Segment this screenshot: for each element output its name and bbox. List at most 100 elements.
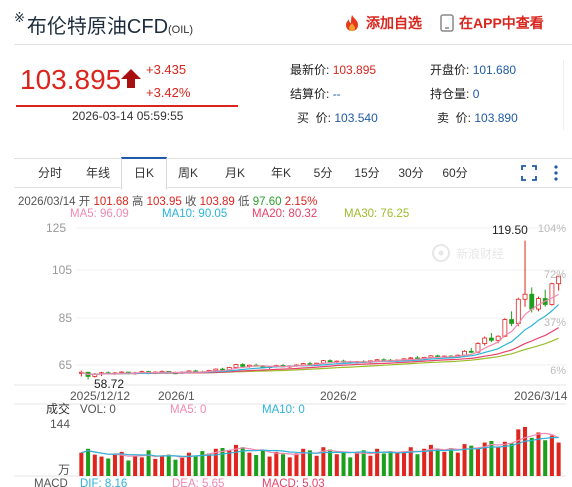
volume-bar <box>200 451 205 476</box>
open-price-value: 101.680 <box>472 63 517 77</box>
candle-body <box>468 350 474 353</box>
bid-price-field: 买 价: 103.540 <box>297 109 378 126</box>
volume-bar <box>348 457 353 476</box>
volume-bar <box>139 457 144 476</box>
tab-weekly-k[interactable]: 周K <box>177 166 198 180</box>
y-tick-125: 125 <box>46 221 66 235</box>
vol-ma10: MA10: 0 <box>262 404 305 416</box>
volume-bar <box>274 451 279 476</box>
ma20-legend: MA20: 80.32 <box>252 208 318 220</box>
ohlc-readout: 2026/03/14 开 101.68 高 103.95 收 103.89 低 … <box>18 193 317 209</box>
volume-bar <box>227 450 232 476</box>
tab-30min[interactable]: 30分 <box>398 166 424 180</box>
more-options-icon[interactable] <box>552 164 560 182</box>
volume-bar <box>247 452 252 476</box>
open-price-label: 开盘价: <box>430 63 470 77</box>
ask-price-field: 卖 价: 103.890 <box>437 109 518 126</box>
price-underline <box>16 105 238 107</box>
volume-bar <box>422 448 427 476</box>
vol-tick-top: 144 <box>50 417 70 431</box>
bid-price-value: 103.540 <box>334 111 378 125</box>
vol-ma5: MA5: 0 <box>170 404 206 416</box>
volume-bar <box>240 447 245 476</box>
volume-bar <box>415 454 420 476</box>
ma5-legend: MA5: 96.09 <box>70 208 129 220</box>
high-value: 103.95 <box>146 196 182 208</box>
vol-ma5-line <box>81 432 559 459</box>
asterisk-mark: ※ <box>14 10 25 25</box>
volume-bar <box>328 449 333 476</box>
latest-price-value: 103.895 <box>332 63 377 77</box>
open-interest-field: 持仓量: 0 <box>430 85 479 102</box>
volume-bar <box>207 453 212 476</box>
candle-body <box>233 364 239 368</box>
volume-bar <box>509 443 514 476</box>
volume-bar <box>402 451 407 476</box>
volume-section-label: 成交 <box>46 401 70 416</box>
volume-bar <box>321 447 326 476</box>
volume-bar <box>442 451 447 476</box>
add-favorite-button[interactable]: 添加自选 <box>342 13 422 33</box>
volume-bar <box>469 445 474 476</box>
candle-body <box>522 293 528 300</box>
x-tick-jan: 2026/1 <box>158 389 195 403</box>
tab-15min[interactable]: 15分 <box>354 166 380 180</box>
x-tick-mar14: 2026/3/14 <box>514 389 568 403</box>
volume-bar <box>395 452 400 476</box>
volume-bar <box>126 460 131 476</box>
fullscreen-icon[interactable] <box>520 164 538 182</box>
open-interest-value: 0 <box>472 87 480 101</box>
quote-panel-edge <box>563 60 572 130</box>
right-tick-37: 37% <box>544 317 566 329</box>
macd-dif: DIF: 8.16 <box>80 478 127 487</box>
open-value: 101.68 <box>93 196 129 208</box>
open-in-app-label: 在APP中查看 <box>459 15 544 31</box>
ma30-legend: MA30: 76.25 <box>344 208 410 220</box>
tab-60min[interactable]: 60分 <box>442 166 468 180</box>
instrument-code: (OIL) <box>168 24 194 36</box>
chart-grid <box>14 227 566 477</box>
volume-bar <box>455 452 460 476</box>
candle-body <box>556 275 562 285</box>
tab-daily-k[interactable]: 日K <box>121 157 167 190</box>
chart-period-tabs: 分时 年线 日K 周K 月K 年K 5分 15分 30分 60分 <box>14 157 572 190</box>
open-in-app-button[interactable]: 在APP中查看 <box>440 13 544 33</box>
volume-bar <box>193 455 198 476</box>
low-value: 97.60 <box>252 196 282 208</box>
instrument-name: 布伦特原油CFD <box>26 16 169 38</box>
volume-bar <box>213 448 218 476</box>
volume-bar <box>529 437 534 476</box>
candle-body <box>240 364 246 367</box>
volume-bar <box>119 451 124 476</box>
volume-bar <box>549 435 554 476</box>
ask-price-label: 卖 价: <box>437 111 472 125</box>
x-tick-feb: 2026/2 <box>320 389 357 403</box>
tab-yearly-k[interactable]: 年K <box>270 166 291 180</box>
volume-bar <box>186 452 191 476</box>
volume-bars <box>79 427 561 476</box>
volume-bar <box>449 448 454 476</box>
ohlc-date: 2026/03/14 <box>18 196 76 208</box>
y-tick-85: 85 <box>59 311 73 325</box>
volume-bar <box>388 451 393 476</box>
candle-body <box>509 319 515 324</box>
tab-monthly-k[interactable]: 月K <box>224 166 245 180</box>
tab-year-line[interactable]: 年线 <box>85 166 110 180</box>
candle-body <box>549 283 555 305</box>
price-change: +3.435 <box>146 62 187 77</box>
volume-bar <box>368 455 373 476</box>
tab-intraday[interactable]: 分时 <box>37 166 62 180</box>
open-interest-label: 持仓量: <box>430 87 470 101</box>
low-label: 低 <box>238 196 250 208</box>
quote-timestamp: 2026-03-14 05:59:55 <box>72 109 184 123</box>
volume-bar <box>260 449 265 476</box>
volume-bar <box>354 451 359 476</box>
volume-bar <box>166 454 171 476</box>
settle-price-label: 结算价: <box>290 87 330 101</box>
max-price-label: 119.50 <box>492 223 528 237</box>
volume-bar <box>173 459 178 476</box>
tab-5min[interactable]: 5分 <box>313 166 333 180</box>
volume-bar <box>99 456 104 476</box>
min-price-label: 58.72 <box>94 377 124 391</box>
